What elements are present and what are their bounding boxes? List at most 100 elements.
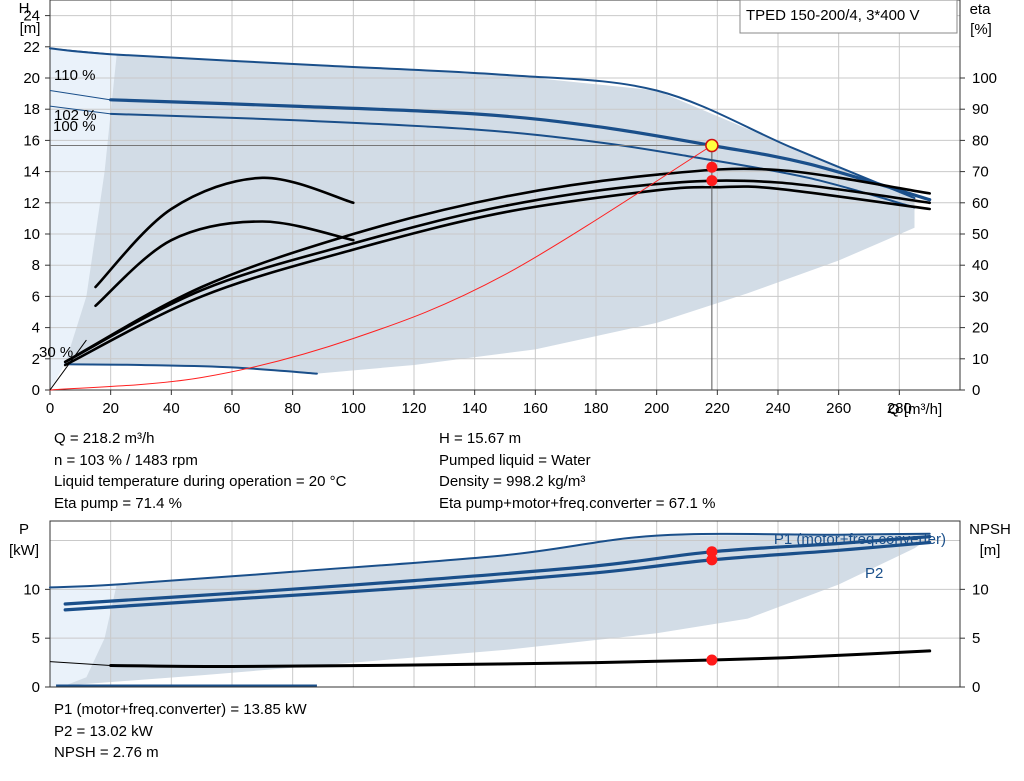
npsh-tick-label: 0 <box>972 679 980 696</box>
x-tick-label: 100 <box>341 400 366 417</box>
efficiency-curve <box>63 179 931 364</box>
pump-title: TPED 150-200/4, 3*400 V <box>746 7 919 24</box>
speed-value: n = 103 % / 1483 rpm <box>54 451 198 469</box>
eta-axis-title: eta <box>970 1 992 18</box>
eta-pump: Eta pump = 71.4 % <box>54 494 182 512</box>
eta-total: Eta pump+motor+freq.converter = 67.1 % <box>439 494 716 512</box>
x-tick-label: 240 <box>765 400 790 417</box>
system-curve <box>49 145 713 391</box>
h-tick-label: 16 <box>23 132 40 149</box>
leader-line <box>49 661 111 667</box>
efficiency-curve <box>94 220 355 308</box>
operating-point-info-right: H = 15.67 m Pumped liquid = Water Densit… <box>439 428 715 514</box>
power-info: P1 (motor+freq.converter) = 13.85 kW P2 … <box>54 699 307 764</box>
head-efficiency-chart: 0 20 40 60 80 100 120 140 160 180 200 220 240 260 2800… <box>23 0 997 417</box>
top-plot-frame <box>49 0 961 391</box>
npsh-axis-title: NPSH <box>969 521 1011 538</box>
operating-point-info-left: Q = 218.2 m³/h n = 103 % / 1483 rpm Liqu… <box>54 428 346 514</box>
duty-point-marker <box>705 138 719 153</box>
title-box <box>739 0 958 34</box>
power-curve <box>49 532 931 589</box>
x-tick-label: 160 <box>523 400 548 417</box>
x-tick-label: 280 <box>887 400 912 417</box>
h-tick-label: 12 <box>23 195 40 212</box>
p-tick-label: 10 <box>23 581 40 598</box>
eta-tick-label: 30 <box>972 288 989 305</box>
npsh-axis-unit: [m] <box>980 542 1001 559</box>
head-value: H = 15.67 m <box>439 430 522 447</box>
density-value: Density = 998.2 kg/m³ <box>439 473 586 490</box>
speed-label-102: 102 % <box>54 107 97 124</box>
h-tick-label: 8 <box>32 257 40 274</box>
h-tick-label: 14 <box>23 164 40 181</box>
npsh-curve <box>109 649 932 669</box>
eta-axis-unit: [%] <box>970 21 992 38</box>
eta-total-marker <box>706 175 718 187</box>
h-tick-label: 2 <box>32 351 40 368</box>
x-tick-label: 200 <box>644 400 669 417</box>
eta-tick-label: 0 <box>972 382 980 399</box>
h-tick-label: 10 <box>23 226 40 243</box>
h-axis-title: H <box>19 0 30 17</box>
liquid-temperature: Liquid temperature during operation = 20… <box>54 473 347 490</box>
power-npsh-chart: 0 0 5 5 10 10 <box>23 520 989 696</box>
eta-tick-label: 20 <box>972 320 989 337</box>
head-curve <box>109 98 932 202</box>
eta-tick-label: 50 <box>972 226 989 243</box>
head-curve <box>109 112 916 209</box>
h-tick-label: 20 <box>23 70 40 87</box>
p1-curve-label: P1 (motor+freq.converter) <box>774 531 946 548</box>
x-tick-label: 80 <box>284 400 301 417</box>
eta-tick-label: 10 <box>972 351 989 368</box>
leader-line <box>49 47 117 56</box>
h-tick-label: 6 <box>32 288 40 305</box>
p-axis-title: P <box>19 521 29 538</box>
x-tick-label: 180 <box>583 400 608 417</box>
h-axis-unit: [m] <box>20 20 41 37</box>
x-tick-label: 20 <box>102 400 119 417</box>
h-tick-label: 4 <box>32 320 40 337</box>
eta-tick-label: 40 <box>972 257 989 274</box>
h-tick-label: 18 <box>23 101 40 118</box>
leader-line <box>49 339 87 391</box>
eta-pump-marker <box>706 161 718 173</box>
npsh-value: NPSH = 2.76 m <box>54 744 159 761</box>
x-tick-label: 140 <box>462 400 487 417</box>
x-tick-label: 60 <box>224 400 241 417</box>
power-envelope-area <box>50 533 930 686</box>
h-tick-label: 0 <box>32 382 40 399</box>
p2-value: P2 = 13.02 kW <box>54 722 153 740</box>
x-tick-label: 120 <box>401 400 426 417</box>
speed-label-100: 100 % <box>53 118 96 135</box>
speed-label-110: 110 % <box>54 67 95 84</box>
h-tick-label: 22 <box>23 39 40 56</box>
eta-tick-label: 100 <box>972 70 997 87</box>
speed-label-30: 30 % <box>39 344 73 361</box>
chart-labels: TPED 150-200/4, 3*400 V H [m] eta [%] Q … <box>9 0 1011 582</box>
leader-line <box>49 89 111 101</box>
q-axis-title: Q [m³/h] <box>888 401 942 418</box>
eta-tick-label: 80 <box>972 132 989 149</box>
npsh-tick-label: 10 <box>972 581 989 598</box>
x-tick-label: 0 <box>46 400 54 417</box>
p2-curve-label: P2 <box>865 565 883 582</box>
efficiency-curve <box>94 176 355 289</box>
p-axis-unit: [kW] <box>9 542 39 559</box>
x-tick-label: 40 <box>163 400 180 417</box>
eta-tick-label: 60 <box>972 195 989 212</box>
npsh-marker <box>706 654 718 666</box>
p-tick-label: 5 <box>32 630 40 647</box>
pumped-liquid: Pumped liquid = Water <box>439 451 591 469</box>
power-curve <box>63 535 932 606</box>
efficiency-curve <box>63 167 931 364</box>
x-tick-label: 260 <box>826 400 851 417</box>
x-tick-label: 220 <box>705 400 730 417</box>
p1-marker <box>706 546 718 558</box>
eta-tick-label: 70 <box>972 164 989 181</box>
p2-marker <box>706 554 718 566</box>
p1-value: P1 (motor+freq.converter) = 13.85 kW <box>54 701 307 718</box>
npsh-tick-label: 5 <box>972 630 980 647</box>
head-curve <box>64 363 318 375</box>
efficiency-curve <box>63 185 931 367</box>
